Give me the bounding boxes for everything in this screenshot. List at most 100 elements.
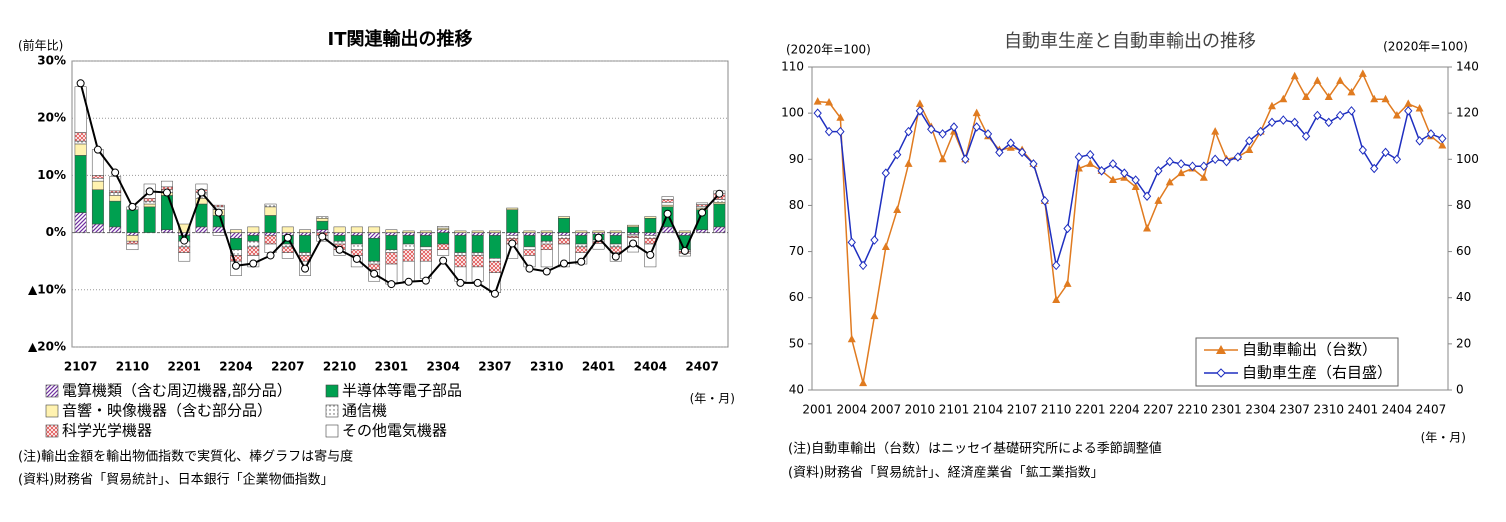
marker (813, 97, 822, 105)
marker (881, 242, 890, 250)
marker (1404, 99, 1413, 107)
bar-segment (247, 232, 260, 236)
bar-segment (126, 240, 139, 245)
marker (1279, 115, 1288, 125)
total-marker (629, 239, 638, 248)
bar-segment (575, 232, 588, 236)
bar-segment (419, 232, 432, 236)
bar-segment (247, 235, 260, 242)
bar-segment (627, 232, 639, 235)
total-marker (128, 202, 137, 211)
marker (1165, 177, 1174, 186)
x-tick-label: 2304 (1245, 403, 1276, 417)
y2-tick-label: 120 (1456, 106, 1479, 120)
total-marker (542, 267, 551, 276)
bar-segment (247, 240, 260, 248)
marker (1040, 196, 1049, 206)
total-marker (352, 254, 361, 263)
bar-segment (385, 229, 398, 233)
bar-segment (350, 243, 363, 251)
marker (1199, 161, 1208, 171)
bar-segment (540, 249, 553, 268)
bar-segment (471, 232, 484, 236)
total-marker (439, 256, 448, 265)
bar-segment (419, 235, 432, 248)
bar-segment (299, 232, 311, 236)
legend-marker (1216, 368, 1226, 378)
marker (1370, 94, 1379, 103)
legend-label: その他電気機器 (342, 422, 447, 440)
y-tick-label: 30% (37, 54, 66, 68)
total-marker (111, 168, 120, 177)
x-tick-label: 2310 (1313, 403, 1344, 417)
marker (1313, 76, 1322, 84)
x-tick-label: 2401 (582, 360, 615, 374)
series-line (817, 72, 1443, 384)
note: (注)輸出金額を輸出物価指数で実質化、棒グラフは寄与度 (18, 449, 353, 465)
x-tick-label: 2401 (1348, 403, 1379, 417)
y-tick-label: ▲10% (28, 282, 66, 296)
x-tick-label: 2204 (219, 360, 252, 374)
y-tick-label: 90 (789, 152, 804, 166)
total-marker (214, 208, 223, 217)
bar-segment (368, 238, 381, 262)
x-tick-label: 2404 (634, 360, 667, 374)
bar-segment (540, 243, 553, 251)
plot-frame (71, 60, 729, 348)
x-tick-label: 2407 (685, 360, 718, 374)
bar-segment (333, 240, 346, 245)
total-marker (680, 246, 689, 255)
bar-segment (230, 238, 242, 251)
bar-segment (696, 202, 709, 205)
bar-segment (575, 230, 588, 233)
bar-segment (247, 246, 260, 256)
marker (870, 311, 879, 320)
x-tick-label: 2201 (168, 360, 201, 374)
marker (1052, 295, 1061, 304)
bar-segment (609, 230, 622, 233)
y2-tick-label: 20 (1456, 336, 1471, 350)
y-tick-label: 20% (37, 111, 66, 125)
bar-segment (299, 229, 311, 233)
bar-segment (454, 235, 467, 253)
legend-label: 自動車生産（右目盛） (1242, 364, 1392, 382)
y2-tick-label: 60 (1456, 244, 1471, 258)
marker (1108, 175, 1117, 184)
marker (1279, 94, 1288, 103)
bar-segment (506, 232, 519, 236)
x-tick-label: 2307 (1279, 403, 1310, 417)
marker (938, 154, 947, 163)
marker (949, 122, 959, 132)
bar-segment (471, 235, 484, 253)
bar-segment (454, 252, 467, 256)
legend-swatch (325, 404, 339, 418)
bar-segment (575, 246, 588, 253)
marker (870, 235, 879, 245)
note: (注)自動車輸出（台数）はニッセイ基礎研究所による季節調整値 (788, 441, 1162, 457)
total-marker (663, 209, 672, 218)
bar-segment (575, 235, 588, 245)
bar-segment (437, 229, 450, 233)
plot-frame (811, 66, 1449, 391)
bar-segment (385, 235, 398, 251)
bar-segment (264, 215, 277, 233)
bar-segment (437, 232, 450, 245)
bar-segment (627, 226, 639, 233)
bar-segment (419, 246, 432, 251)
bar-segment (489, 232, 501, 236)
bar-segment (558, 216, 570, 219)
total-marker (387, 280, 396, 289)
x-tick-label: 2304 (426, 360, 459, 374)
bar-segment (627, 235, 639, 238)
bar-segment (109, 200, 122, 228)
legend-label: 科学光学機器 (62, 422, 152, 440)
bar-segment (402, 232, 415, 236)
bar-segment (281, 252, 294, 259)
bar-segment (523, 235, 536, 248)
chart-title: 自動車生産と自動車輸出の推移 (1004, 31, 1256, 52)
marker (1143, 224, 1152, 232)
bar-segment (281, 246, 294, 253)
legend-swatch (45, 384, 59, 398)
total-marker (370, 269, 379, 278)
marker (1347, 106, 1356, 116)
